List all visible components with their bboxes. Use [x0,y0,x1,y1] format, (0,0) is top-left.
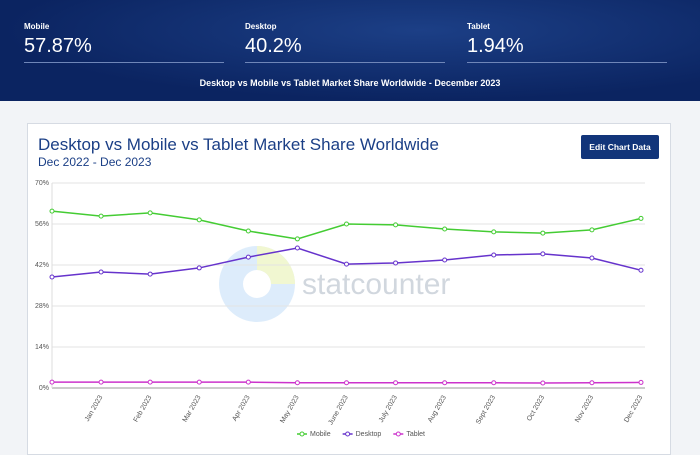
point [540,251,546,257]
point [442,380,448,386]
stat-value: 1.94% [467,35,667,63]
legend-marker [395,431,401,437]
chart-card: Desktop vs Mobile vs Tablet Market Share… [27,123,671,455]
y-tick-label: 28% [35,303,49,310]
y-tick-label: 14% [35,344,49,351]
chart-title: Desktop vs Mobile vs Tablet Market Share… [38,135,439,154]
point [491,380,497,386]
point [491,252,497,258]
point [540,230,546,236]
point [147,210,153,216]
point [49,379,55,385]
point [245,228,251,234]
point [245,254,251,260]
x-tick-label: June 2023 [327,394,349,426]
y-tick-label: 42% [35,262,49,269]
x-tick-label: Dec 2023 [623,394,644,424]
point [442,226,448,232]
point [344,221,349,227]
point [196,265,202,271]
point [393,260,399,266]
legend-label: Tablet [406,431,425,438]
point [393,222,399,228]
point [49,208,55,214]
x-tick-label: May 2023 [279,394,300,424]
x-tick-label: Aug 2023 [427,394,448,424]
x-tick-label: Nov 2023 [574,394,595,424]
point [638,267,644,273]
point [344,380,349,386]
point [442,257,448,263]
point [344,261,349,267]
y-tick-label: 56% [35,221,49,228]
point [98,269,104,275]
y-tick-label: 0% [39,385,49,392]
x-tick-label: Feb 2023 [133,394,154,423]
stat: Desktop 40.2% [245,22,445,63]
watermark-logo [219,246,295,322]
stat-value: 57.87% [24,35,224,63]
stat-label: Desktop [245,22,277,31]
x-tick-label: Sept 2023 [475,394,497,425]
point [638,215,644,221]
point [98,379,104,385]
point [589,380,595,386]
point [49,274,55,280]
point [540,380,546,386]
point [196,217,202,223]
point [147,271,153,277]
point [147,379,153,385]
point [98,213,104,219]
point [294,380,300,386]
header: Mobile 57.87% Desktop 40.2% Tablet 1.94% De… [0,0,700,101]
point [294,236,300,242]
stat: Tablet 1.94% [467,22,667,63]
x-tick-label: Oct 2023 [526,394,546,422]
point [589,227,595,233]
legend-marker [345,431,351,437]
stat-label: Tablet [467,22,490,31]
point [245,379,251,385]
x-tick-label: July 2023 [378,394,399,424]
watermark: statcounter [302,268,450,301]
point [393,380,399,386]
banner-title: Desktop vs Mobile vs Tablet Market Share… [199,78,501,88]
x-tick-label: Jan 2023 [84,394,105,423]
legend-label: Mobile [310,431,331,438]
point [491,229,497,235]
stat-value: 40.2% [245,35,445,63]
point [589,255,595,261]
edit-button[interactable]: Edit Chart Data [581,135,659,159]
y-tick-label: 70% [35,180,49,187]
x-tick-label: Apr 2023 [231,394,251,422]
stat-label: Mobile [24,22,50,31]
point [294,245,300,251]
stat: Mobile 57.87% [24,22,224,63]
point [638,379,644,385]
x-tick-label: Mar 2023 [182,394,203,423]
legend-label: Desktop [356,431,382,438]
point [196,379,202,385]
legend-marker [299,431,305,437]
chart-subtitle: Dec 2022 - Dec 2023 [38,155,152,169]
